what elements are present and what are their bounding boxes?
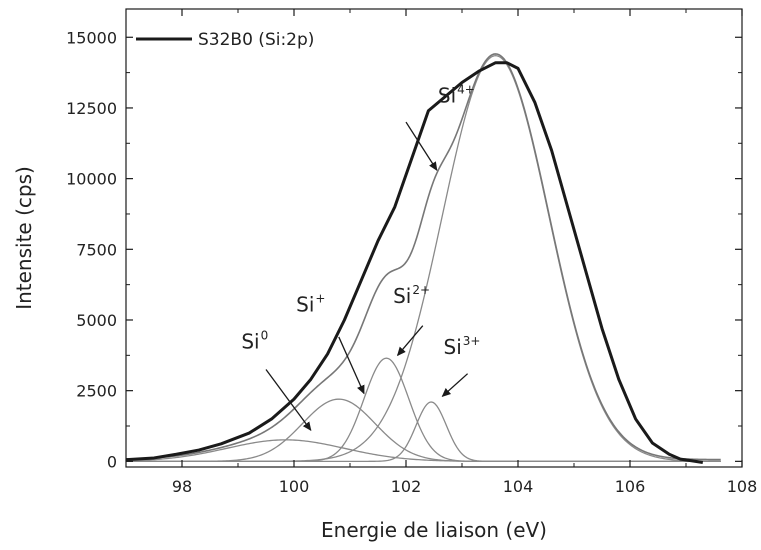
- legend: S32B0 (Si:2p): [136, 30, 314, 50]
- y-tick-label: 12500: [66, 99, 117, 118]
- annotation-arrow: [441, 373, 469, 397]
- y-tick-label: 2500: [76, 382, 117, 401]
- fit-envelope-curve: [126, 53, 721, 461]
- x-axis-title: Energie de liaison (eV): [321, 518, 547, 542]
- component-curve-si4p: [126, 54, 721, 462]
- axis-ticks: 98 100 102 104 106 108 0 2500 5000 7500 10000 12500…: [66, 9, 757, 496]
- annotation-label: Si4+: [438, 82, 475, 107]
- annotation-label: Si2+: [393, 283, 430, 308]
- x-tick-label: 104: [503, 477, 534, 496]
- y-tick-label: 7500: [76, 240, 117, 259]
- peak-annotations: Si0 Si+ Si2+ Si3+ Si4+: [241, 82, 481, 432]
- y-axis-title: Intensite (cps): [12, 166, 36, 310]
- measured-curve: [126, 61, 704, 464]
- x-tick-label: 102: [391, 477, 422, 496]
- x-tick-label: 108: [727, 477, 758, 496]
- annotation-label: Si+: [296, 292, 325, 317]
- x-tick-label: 98: [172, 477, 192, 496]
- x-tick-label: 100: [279, 477, 310, 496]
- y-tick-label: 15000: [66, 28, 117, 47]
- annotation-label: Si0: [241, 328, 268, 353]
- plot-frame: [125, 8, 743, 468]
- annotation-arrow: [396, 325, 424, 357]
- y-tick-label: 0: [107, 452, 117, 471]
- annotation-arrow: [338, 336, 365, 395]
- component-curve-si0: [126, 439, 721, 462]
- annotation-arrow: [265, 369, 312, 432]
- y-tick-label: 10000: [66, 170, 117, 189]
- measured-curve-layer: [126, 61, 704, 464]
- legend-label: S32B0 (Si:2p): [198, 30, 314, 50]
- x-tick-label: 106: [615, 477, 646, 496]
- annotation-arrow: [405, 121, 438, 171]
- y-tick-label: 5000: [76, 311, 117, 330]
- component-curves: [126, 53, 721, 462]
- annotation-label: Si3+: [444, 334, 481, 359]
